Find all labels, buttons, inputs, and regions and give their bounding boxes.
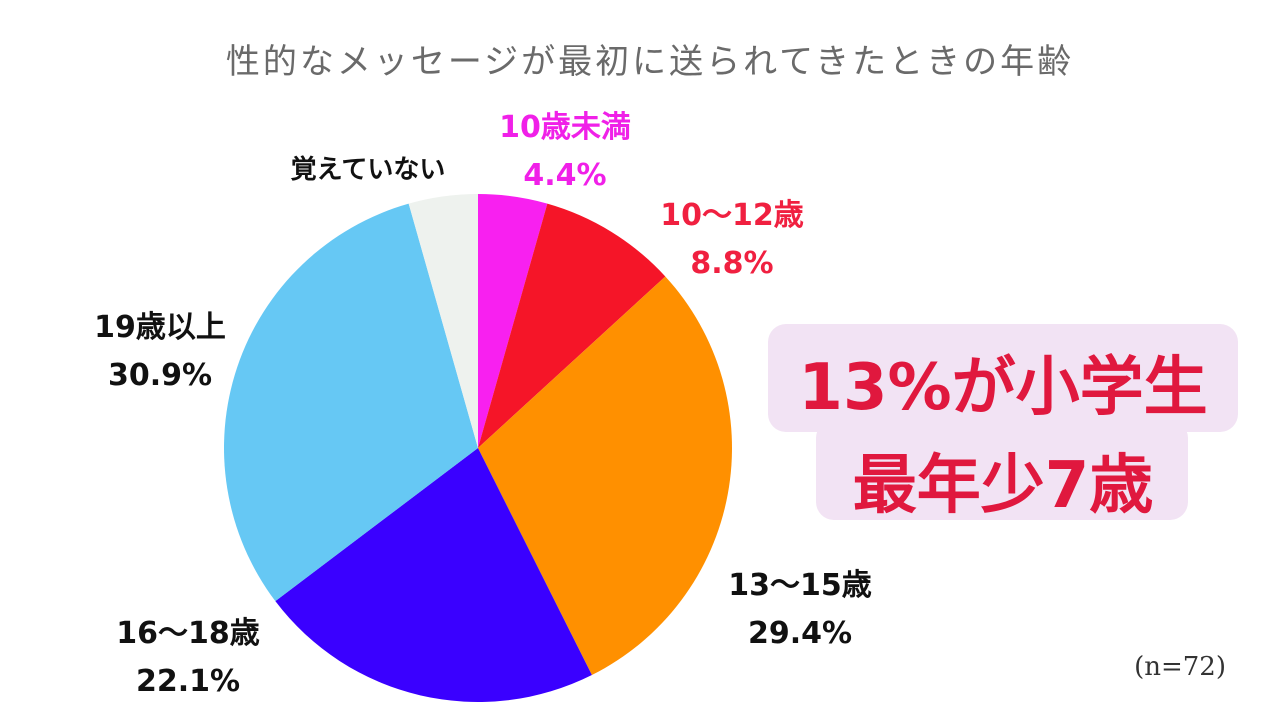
label-13-15-value: 29.4% [747, 616, 853, 651]
label-10-12-name: 10〜12歳 [660, 198, 804, 233]
label-13-15-name: 13〜15歳 [728, 568, 872, 603]
callout-box-bottom [816, 420, 1188, 520]
label-10-12-value: 8.8% [690, 246, 774, 281]
label-16-18-value: 22.1% [135, 664, 241, 699]
label-16-18-name: 16〜18歳 [116, 616, 260, 651]
callout-box-top [768, 324, 1238, 432]
label-dont-remember: 覚えていない [268, 146, 468, 194]
pie-slice-3 [275, 448, 592, 702]
label-under-10: 10歳未満 4.4% [470, 104, 660, 200]
sample-size-note: (n=72) [1134, 652, 1226, 682]
callout-line-1: 13%が小学生 [798, 351, 1208, 425]
pie-slice-5 [408, 194, 478, 448]
label-under-10-name: 10歳未満 [499, 110, 631, 145]
pie-slice-0 [478, 194, 548, 448]
pie-slice-4 [224, 203, 478, 602]
label-under-10-value: 4.4% [523, 158, 607, 193]
label-19-plus-name: 19歳以上 [94, 310, 226, 345]
pie-slice-2 [478, 276, 732, 676]
callout-line-2: 最年少7歳 [852, 449, 1154, 523]
label-19-plus-value: 30.9% [107, 358, 213, 393]
label-13-15: 13〜15歳 29.4% [700, 562, 900, 658]
chart-title: 性的なメッセージが最初に送られてきたときの年齢 [225, 42, 1075, 82]
label-dont-remember-name: 覚えていない [290, 155, 446, 185]
label-10-12: 10〜12歳 8.8% [632, 192, 832, 288]
label-19-plus: 19歳以上 30.9% [60, 304, 260, 400]
label-16-18: 16〜18歳 22.1% [88, 610, 288, 706]
pie-slice-1 [478, 203, 666, 448]
